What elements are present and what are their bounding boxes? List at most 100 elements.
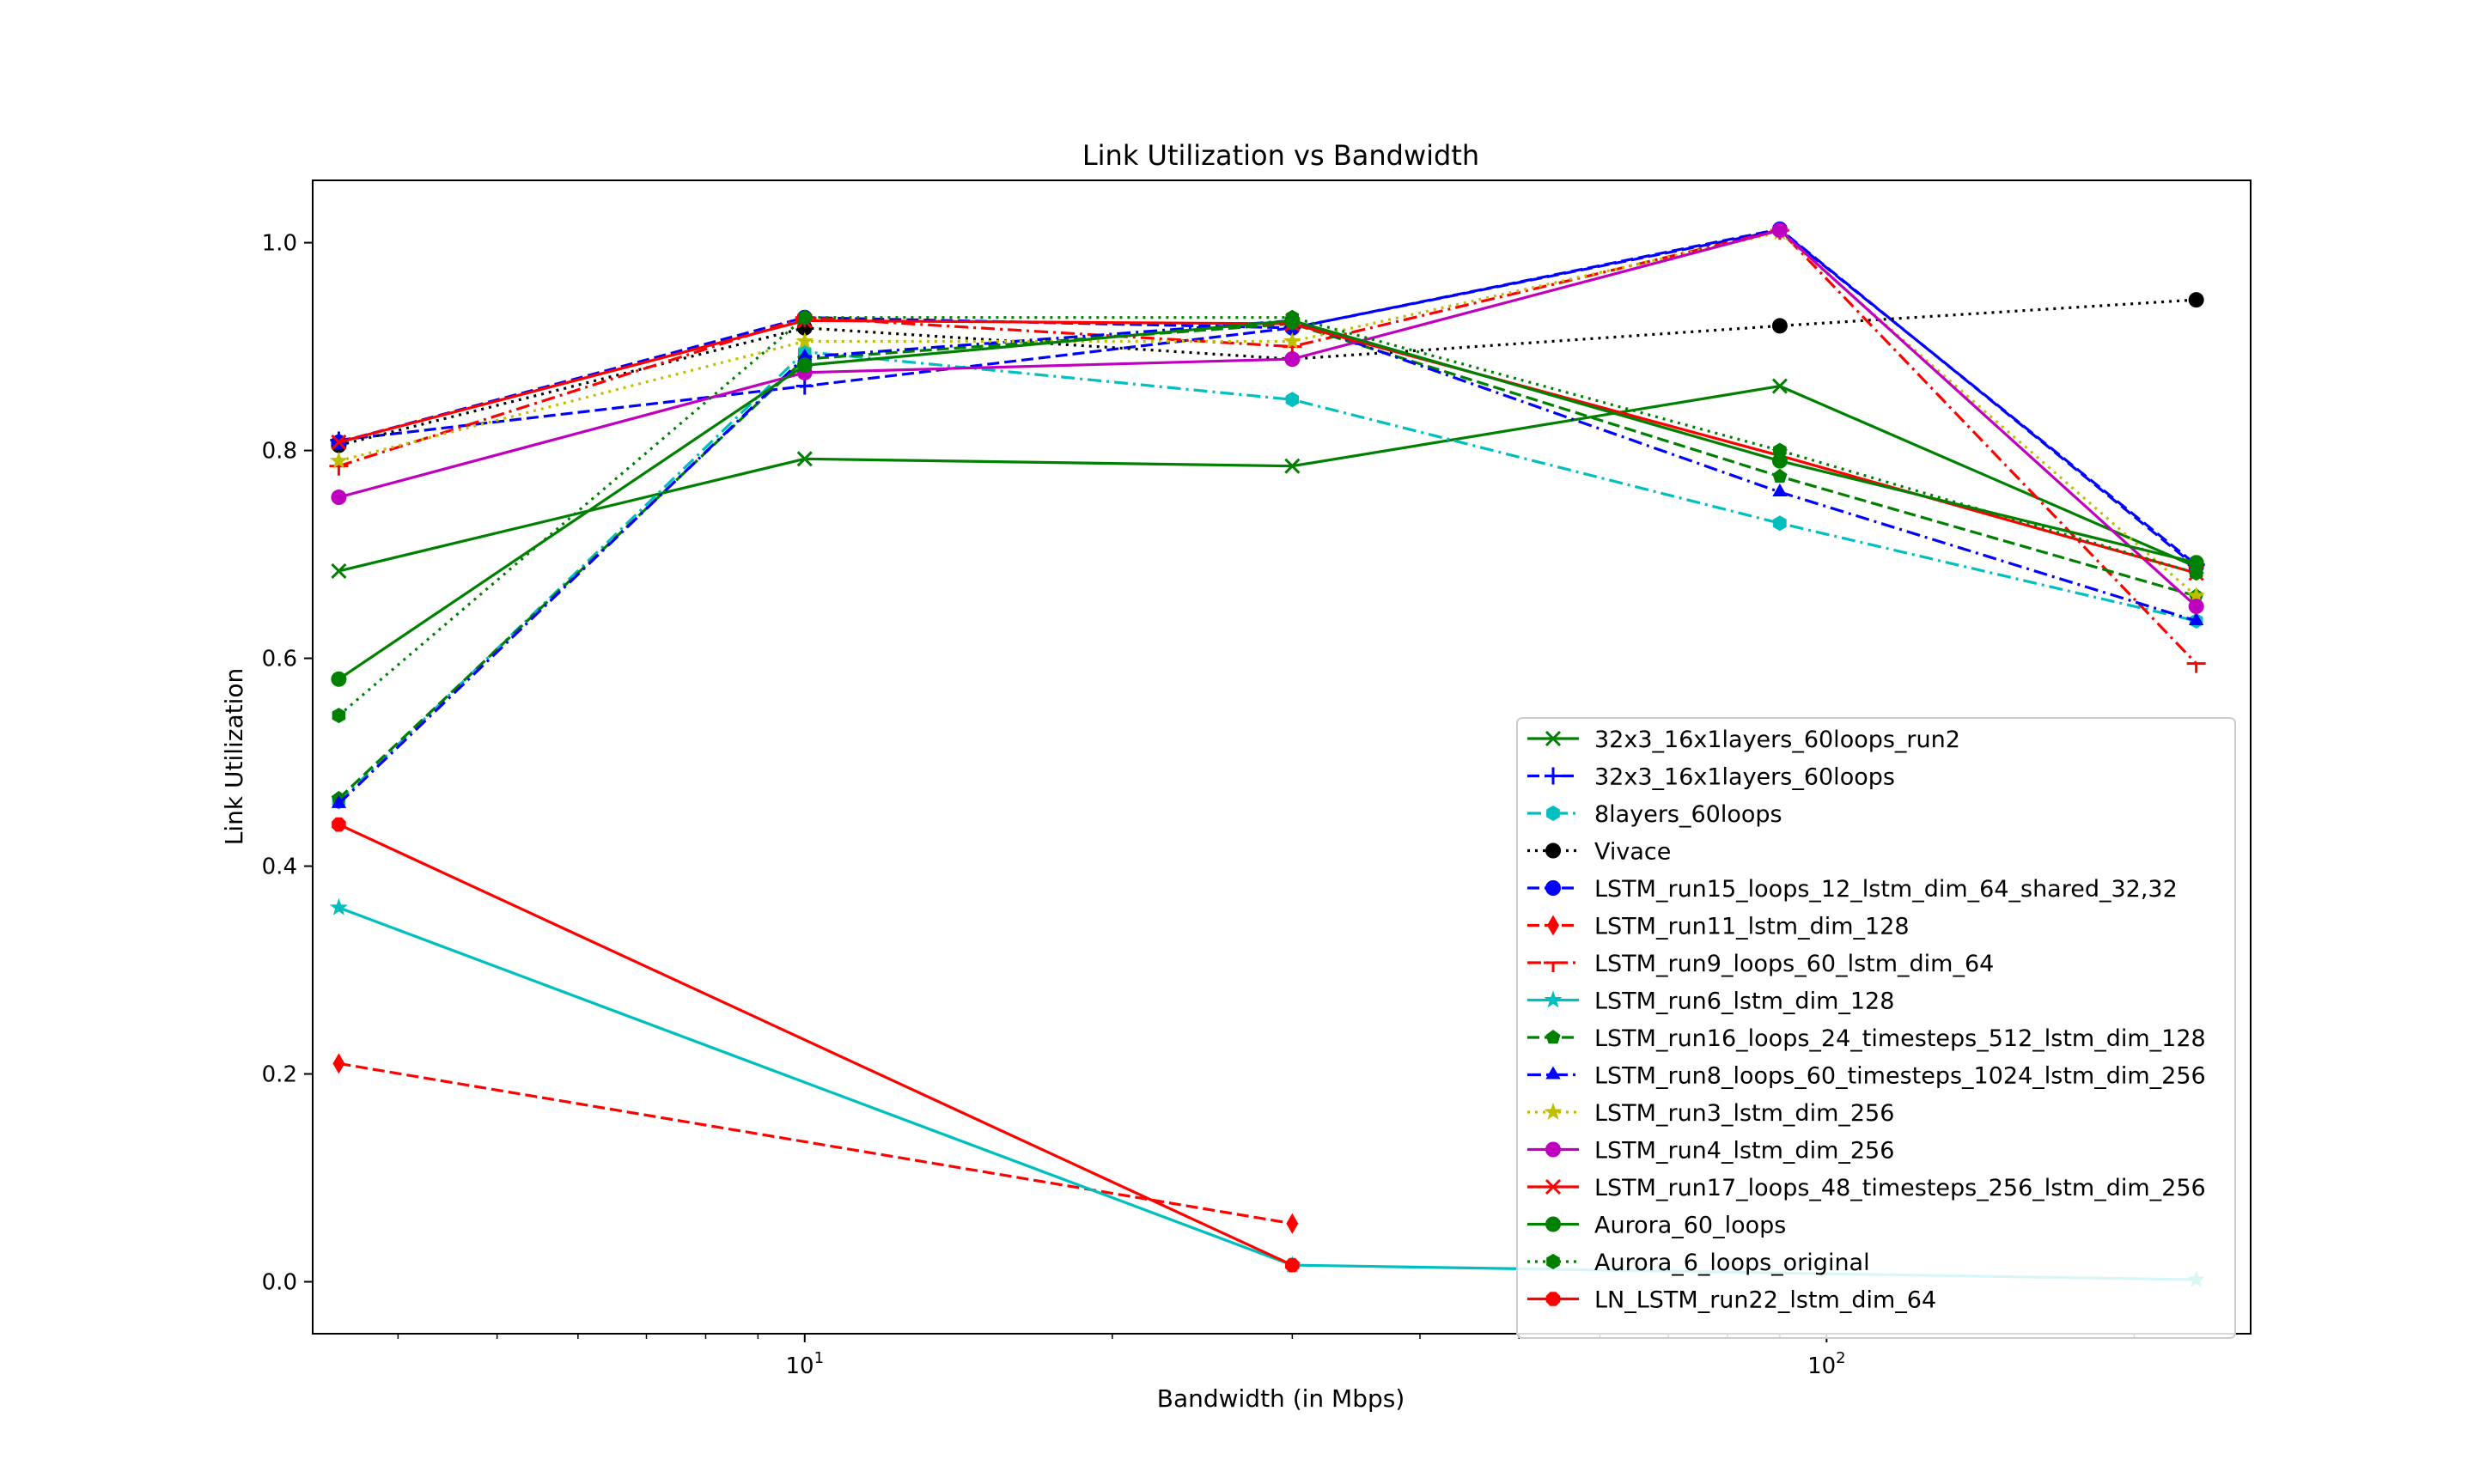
x-tick-label: 101 xyxy=(785,1349,824,1379)
legend-item: Aurora_60_loops xyxy=(1527,1213,1786,1239)
legend-marker xyxy=(1545,842,1561,859)
legend-item: Vivace xyxy=(1527,839,1671,866)
legend-item: 32x3_16x1layers_60loops xyxy=(1527,764,1895,791)
data-point xyxy=(1771,378,1788,394)
data-point xyxy=(329,897,348,915)
data-point xyxy=(331,563,347,579)
data-point xyxy=(2189,612,2204,625)
legend-item: LN_LSTM_run22_lstm_dim_64 xyxy=(1527,1287,1936,1314)
y-tick-label: 0.8 xyxy=(262,439,297,465)
legend-marker xyxy=(1545,1030,1561,1044)
legend-marker xyxy=(1544,961,1563,972)
legend-label: LN_LSTM_run22_lstm_dim_64 xyxy=(1594,1287,1936,1314)
data-point xyxy=(1771,318,1788,334)
data-point xyxy=(798,309,812,325)
data-point xyxy=(2188,555,2204,571)
series-15 xyxy=(332,309,2203,724)
legend-item: LSTM_run9_loops_60_lstm_dim_64 xyxy=(1527,951,1994,977)
legend-item: LSTM_run16_loops_24_timesteps_512_lstm_d… xyxy=(1527,1025,2206,1052)
legend-label: LSTM_run17_loops_48_timesteps_256_lstm_d… xyxy=(1594,1175,2206,1201)
legend-item: 32x3_16x1layers_60loops_run2 xyxy=(1527,727,1960,753)
legend-item: LSTM_run15_loops_12_lstm_dim_64_shared_3… xyxy=(1527,876,2178,903)
legend-label: LSTM_run16_loops_24_timesteps_512_lstm_d… xyxy=(1594,1025,2206,1052)
data-point xyxy=(1771,222,1788,239)
legend-label: LSTM_run9_loops_60_lstm_dim_64 xyxy=(1594,951,1994,977)
legend-label: LSTM_run11_lstm_dim_128 xyxy=(1594,914,1910,940)
legend-marker xyxy=(1545,1141,1561,1158)
data-point xyxy=(331,794,347,808)
legend-label: Vivace xyxy=(1594,839,1671,866)
data-point xyxy=(1285,1257,1300,1273)
data-point xyxy=(2189,565,2203,581)
data-point xyxy=(332,1053,345,1074)
legend-marker xyxy=(1545,880,1561,896)
series-line xyxy=(338,319,2197,806)
series-line xyxy=(338,228,2197,566)
legend-marker xyxy=(1544,990,1563,1008)
y-tick-label: 1.0 xyxy=(262,231,297,257)
data-point xyxy=(329,451,348,469)
data-point xyxy=(797,348,813,362)
legend-label: LSTM_run8_loops_60_timesteps_1024_lstm_d… xyxy=(1594,1063,2206,1090)
legend-item: LSTM_run3_lstm_dim_256 xyxy=(1527,1100,1894,1127)
series-line xyxy=(338,1061,1293,1226)
legend-item: LSTM_run17_loops_48_timesteps_256_lstm_d… xyxy=(1527,1175,2206,1201)
legend-label: 32x3_16x1layers_60loops xyxy=(1594,764,1895,791)
legend-marker xyxy=(1545,1216,1561,1232)
legend-marker xyxy=(1545,1066,1561,1080)
plot-frame xyxy=(312,179,2252,1335)
data-point xyxy=(795,377,813,395)
data-point xyxy=(1285,392,1300,408)
series-line xyxy=(338,228,2197,665)
legend-label: Aurora_60_loops xyxy=(1594,1213,1786,1239)
data-point xyxy=(1286,1213,1299,1234)
y-tick-label: 0.0 xyxy=(262,1270,297,1296)
legend-label: Aurora_6_loops_original xyxy=(1594,1250,1870,1276)
legend-marker xyxy=(1545,767,1562,785)
legend: 32x3_16x1layers_60loops_run2 32x3_16x1lay… xyxy=(1516,717,2236,1339)
legend-item: Aurora_6_loops_original xyxy=(1527,1250,1870,1276)
legend-marker xyxy=(1547,915,1559,936)
data-point xyxy=(1772,468,1788,484)
legend-item: LSTM_run4_lstm_dim_256 xyxy=(1527,1138,1894,1165)
data-point xyxy=(332,817,346,832)
x-axis: 101 102 xyxy=(397,1334,2136,1379)
legend-box xyxy=(1516,717,2236,1339)
data-point xyxy=(2187,587,2206,604)
data-point xyxy=(1284,458,1301,474)
legend-label: LSTM_run3_lstm_dim_256 xyxy=(1594,1100,1894,1127)
series-6 xyxy=(332,1053,1299,1234)
data-point xyxy=(796,357,813,374)
series-16 xyxy=(332,817,1300,1273)
legend-label: LSTM_run15_loops_12_lstm_dim_64_shared_3… xyxy=(1594,876,2178,903)
legend-marker xyxy=(1545,1292,1561,1306)
series-layer xyxy=(329,221,2206,1287)
legend-marker xyxy=(1544,1103,1563,1120)
legend-label: LSTM_run6_lstm_dim_128 xyxy=(1594,988,1894,1015)
data-point xyxy=(1771,453,1788,469)
y-axis: 0.0 0.2 0.4 0.6 0.8 1.0 xyxy=(262,231,313,1296)
y-tick-label: 0.4 xyxy=(262,855,297,880)
data-point xyxy=(331,671,347,687)
data-point xyxy=(1773,515,1787,532)
x-tick-label: 102 xyxy=(1807,1349,1846,1379)
data-point xyxy=(332,708,346,724)
data-point xyxy=(331,490,347,506)
chart-title: Link Utilization vs Bandwidth xyxy=(1082,139,1479,172)
data-point xyxy=(1285,309,1300,325)
data-point xyxy=(2188,292,2204,308)
x-axis-label: Bandwidth (in Mbps) xyxy=(1157,1384,1405,1413)
data-point xyxy=(1283,331,1301,350)
data-point xyxy=(331,434,347,450)
data-point xyxy=(2186,662,2206,673)
y-tick-label: 0.6 xyxy=(262,647,297,672)
legend-item: LSTM_run8_loops_60_timesteps_1024_lstm_d… xyxy=(1527,1063,2206,1090)
legend-marker xyxy=(1546,806,1560,821)
legend-label: 32x3_16x1layers_60loops_run2 xyxy=(1594,727,1960,753)
data-point xyxy=(2188,599,2204,615)
data-point xyxy=(796,451,813,467)
series-line xyxy=(338,823,1293,1267)
legend-item: LSTM_run11_lstm_dim_128 xyxy=(1527,914,1910,940)
legend-item: 8layers_60loops xyxy=(1527,801,1782,828)
y-axis-label: Link Utilization xyxy=(220,668,248,846)
